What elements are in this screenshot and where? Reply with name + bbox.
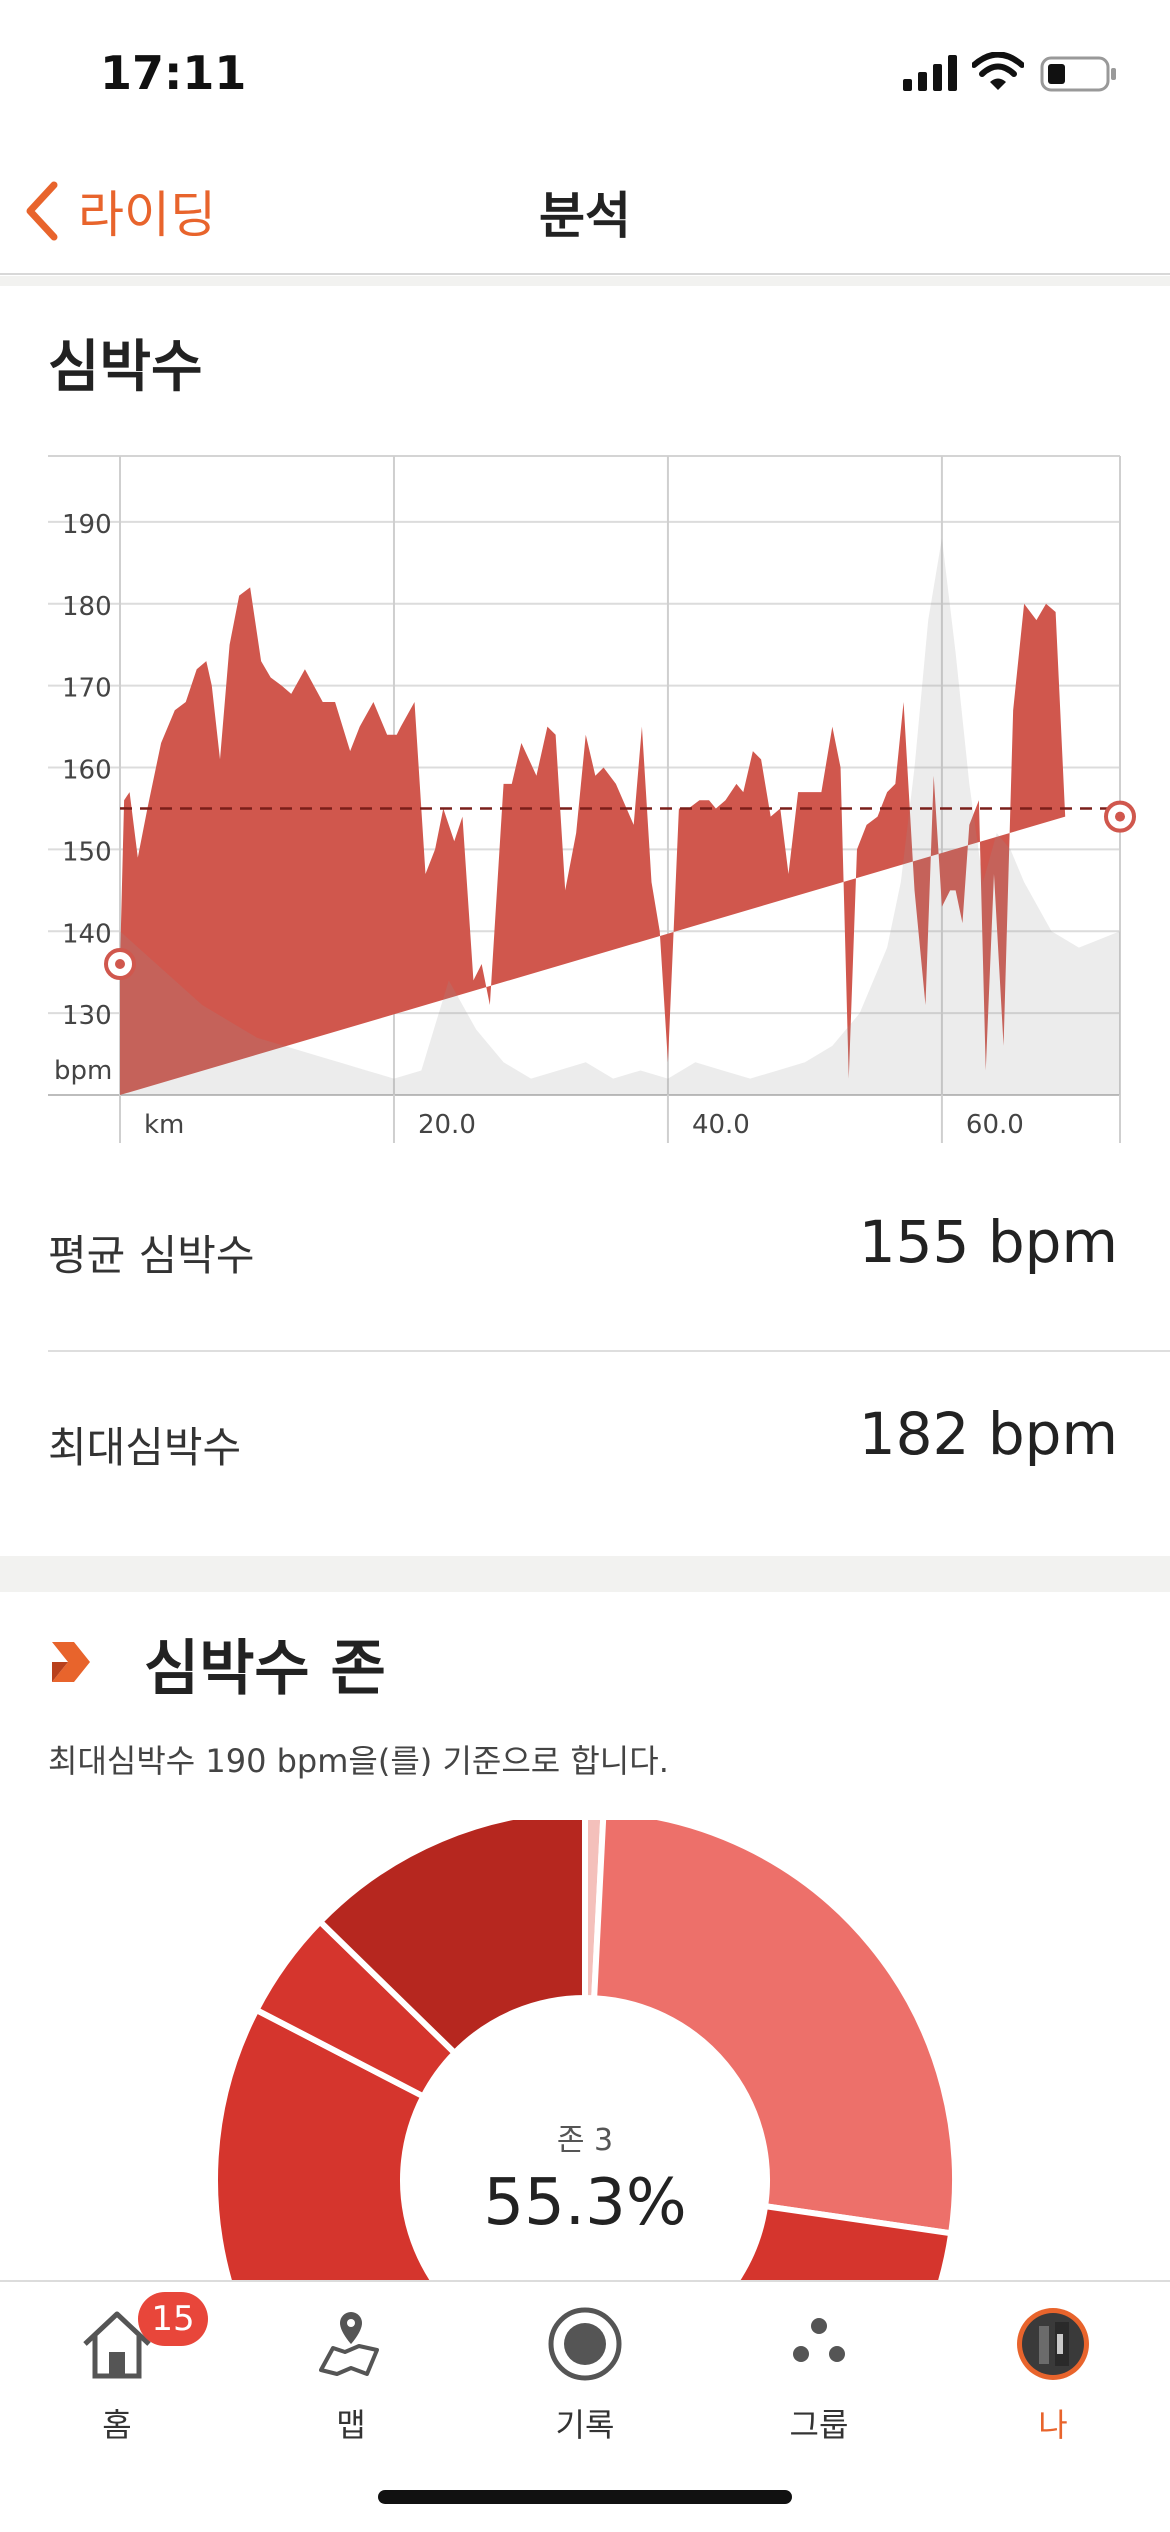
notification-badge: 15 — [138, 2292, 208, 2346]
tab-label: 기록 — [555, 2406, 615, 2444]
cellular-signal-icon — [903, 55, 957, 91]
x-tick-label: 60.0 — [966, 1110, 1024, 1140]
status-time: 17:11 — [100, 46, 247, 100]
heart-rate-zones-subtitle: 최대심박수 190 bpm을(를) 기준으로 합니다. — [48, 1742, 669, 1780]
back-label: 라이딩 — [78, 186, 216, 244]
endpoint-marker-dot — [1115, 811, 1125, 822]
status-bar: 17:11 — [0, 0, 1170, 140]
tab-map[interactable]: 맵 — [234, 2282, 468, 2462]
y-tick-label: 150 — [62, 837, 112, 867]
tab-label: 나 — [1038, 2406, 1068, 2444]
tab-record[interactable]: 기록 — [468, 2282, 702, 2462]
tab-label: 그룹 — [789, 2406, 849, 2444]
divider — [48, 1350, 1170, 1352]
back-button[interactable]: 라이딩 — [22, 176, 216, 246]
avg-heart-rate-row: 평균 심박수 155 bpm — [48, 1160, 1170, 1350]
secondary-area — [120, 538, 1120, 1095]
tab-groups[interactable]: 그룹 — [702, 2282, 936, 2462]
home-icon — [83, 2311, 151, 2379]
map-icon — [319, 2312, 379, 2376]
battery-icon — [1040, 56, 1116, 92]
y-tick-label: 180 — [62, 592, 112, 622]
y-axis-unit-label: bpm — [54, 1056, 112, 1086]
x-tick-label: km — [144, 1110, 184, 1140]
wifi-icon — [972, 52, 1024, 90]
x-tick-label: 40.0 — [692, 1110, 750, 1140]
endpoint-marker-dot — [115, 959, 125, 969]
zone-center-label: 존 3 — [556, 2123, 614, 2158]
tab-label: 홈 — [102, 2406, 132, 2444]
y-tick-label: 170 — [62, 674, 112, 704]
record-icon — [548, 2307, 622, 2381]
avg-heart-rate-label: 평균 심박수 — [48, 1231, 255, 1280]
heart-rate-title: 심박수 — [48, 335, 203, 400]
y-tick-label: 190 — [62, 510, 112, 540]
navigation-bar: 라이딩 분석 — [0, 140, 1170, 275]
max-heart-rate-label: 최대심박수 — [48, 1423, 242, 1472]
groups-icon — [793, 2318, 845, 2362]
y-tick-label: 130 — [62, 1001, 112, 1031]
chevron-left-icon — [26, 181, 58, 241]
tab-home[interactable]: 15 홈 — [0, 2282, 234, 2462]
heart-rate-zones-donut[interactable] — [0, 1820, 1170, 2280]
x-tick-label: 20.0 — [418, 1110, 476, 1140]
y-tick-label: 160 — [62, 756, 112, 786]
zone-center-value: 55.3% — [483, 2166, 687, 2240]
heart-rate-area — [120, 587, 1066, 1095]
zone-chevron-icon — [52, 1642, 90, 1682]
max-heart-rate-value: 182 bpm — [858, 1400, 1118, 1468]
y-tick-label: 140 — [62, 919, 112, 949]
tab-label: 맵 — [336, 2406, 366, 2444]
zone-slice — [590, 1820, 958, 2237]
tab-me[interactable]: 나 — [936, 2282, 1170, 2462]
zone-slice — [212, 2005, 955, 2280]
section-gap — [0, 1556, 1170, 1592]
avg-heart-rate-value: 155 bpm — [858, 1208, 1118, 1276]
zone-slice — [315, 1820, 588, 2058]
page-title: 분석 — [539, 187, 631, 245]
section-gap — [0, 276, 1170, 286]
heart-rate-zones-title: 심박수 존 — [144, 1634, 386, 1704]
max-heart-rate-row: 최대심박수 182 bpm — [48, 1352, 1170, 1542]
avatar — [1017, 2308, 1089, 2380]
heart-rate-chart[interactable]: 190 180 170 160 150 140 130 bpm km 20.0 40.0 60.0 — [0, 420, 1170, 1150]
home-indicator — [378, 2490, 792, 2504]
